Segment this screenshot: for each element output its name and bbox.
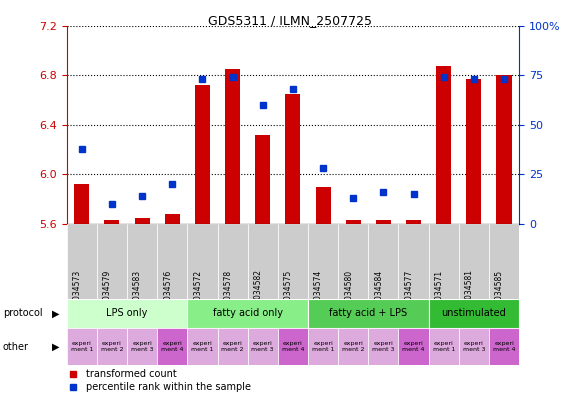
Bar — [489, 224, 519, 299]
Bar — [157, 224, 187, 299]
Text: fatty acid + LPS: fatty acid + LPS — [329, 309, 407, 318]
Text: ▶: ▶ — [52, 342, 60, 352]
Bar — [195, 85, 210, 224]
Bar — [308, 224, 338, 299]
Text: protocol: protocol — [3, 309, 42, 318]
Text: experi
ment 4: experi ment 4 — [403, 342, 425, 352]
Text: GSM1034572: GSM1034572 — [193, 269, 202, 321]
Bar — [368, 328, 398, 365]
Bar — [466, 79, 481, 224]
Bar — [165, 214, 180, 224]
Text: experi
ment 4: experi ment 4 — [493, 342, 515, 352]
Bar — [104, 220, 119, 224]
Bar — [376, 220, 391, 224]
Bar — [436, 66, 451, 224]
Bar — [278, 328, 308, 365]
Text: experi
ment 4: experi ment 4 — [282, 342, 304, 352]
Text: GSM1034574: GSM1034574 — [314, 269, 323, 321]
Text: experi
ment 3: experi ment 3 — [252, 342, 274, 352]
Text: experi
ment 2: experi ment 2 — [222, 342, 244, 352]
Bar — [429, 299, 519, 328]
Text: GSM1034573: GSM1034573 — [72, 269, 82, 321]
Text: GSM1034577: GSM1034577 — [404, 269, 414, 321]
Bar — [127, 328, 157, 365]
Bar — [308, 328, 338, 365]
Text: GSM1034575: GSM1034575 — [284, 269, 293, 321]
Bar — [67, 328, 97, 365]
Bar — [218, 328, 248, 365]
Text: GSM1034579: GSM1034579 — [103, 269, 112, 321]
Bar — [157, 328, 187, 365]
Text: GSM1034578: GSM1034578 — [223, 269, 233, 321]
Bar — [97, 328, 127, 365]
Bar — [248, 328, 278, 365]
Bar — [187, 299, 308, 328]
Bar — [368, 224, 398, 299]
Text: percentile rank within the sample: percentile rank within the sample — [86, 382, 251, 393]
Bar — [248, 224, 278, 299]
Text: experi
ment 1: experi ment 1 — [71, 342, 93, 352]
Bar — [489, 328, 519, 365]
Bar — [218, 224, 248, 299]
Bar — [67, 224, 97, 299]
Text: experi
ment 2: experi ment 2 — [342, 342, 364, 352]
Bar — [398, 328, 429, 365]
Bar — [187, 224, 218, 299]
Bar — [338, 328, 368, 365]
Text: GSM1034583: GSM1034583 — [133, 269, 142, 321]
Bar — [459, 328, 489, 365]
Text: transformed count: transformed count — [86, 369, 176, 379]
Text: GSM1034584: GSM1034584 — [374, 269, 383, 321]
Bar — [97, 224, 127, 299]
Text: GDS5311 / ILMN_2507725: GDS5311 / ILMN_2507725 — [208, 14, 372, 27]
Text: unstimulated: unstimulated — [441, 309, 506, 318]
Bar — [459, 224, 489, 299]
Bar — [429, 328, 459, 365]
Bar — [308, 299, 429, 328]
Bar — [338, 224, 368, 299]
Text: experi
ment 3: experi ment 3 — [372, 342, 394, 352]
Text: GSM1034585: GSM1034585 — [495, 269, 504, 321]
Bar — [74, 184, 89, 224]
Bar — [496, 75, 512, 224]
Text: fatty acid only: fatty acid only — [213, 309, 282, 318]
Text: GSM1034576: GSM1034576 — [163, 269, 172, 321]
Bar — [398, 224, 429, 299]
Bar — [406, 220, 421, 224]
Bar — [225, 69, 240, 224]
Text: experi
ment 4: experi ment 4 — [161, 342, 183, 352]
Text: experi
ment 1: experi ment 1 — [312, 342, 334, 352]
Bar — [429, 224, 459, 299]
Bar — [135, 218, 150, 224]
Text: GSM1034582: GSM1034582 — [253, 270, 263, 320]
Bar — [255, 135, 270, 224]
Text: experi
ment 3: experi ment 3 — [463, 342, 485, 352]
Text: experi
ment 1: experi ment 1 — [191, 342, 213, 352]
Text: GSM1034571: GSM1034571 — [434, 269, 444, 321]
Text: LPS only: LPS only — [106, 309, 148, 318]
Text: experi
ment 3: experi ment 3 — [131, 342, 153, 352]
Bar — [316, 187, 331, 224]
Bar — [127, 224, 157, 299]
Bar — [67, 299, 187, 328]
Text: experi
ment 1: experi ment 1 — [433, 342, 455, 352]
Bar — [346, 220, 361, 224]
Text: GSM1034580: GSM1034580 — [344, 269, 353, 321]
Bar — [278, 224, 308, 299]
Text: ▶: ▶ — [52, 309, 60, 318]
Bar — [187, 328, 218, 365]
Bar — [285, 94, 300, 224]
Text: other: other — [3, 342, 29, 352]
Text: experi
ment 2: experi ment 2 — [101, 342, 123, 352]
Text: GSM1034581: GSM1034581 — [465, 270, 474, 320]
